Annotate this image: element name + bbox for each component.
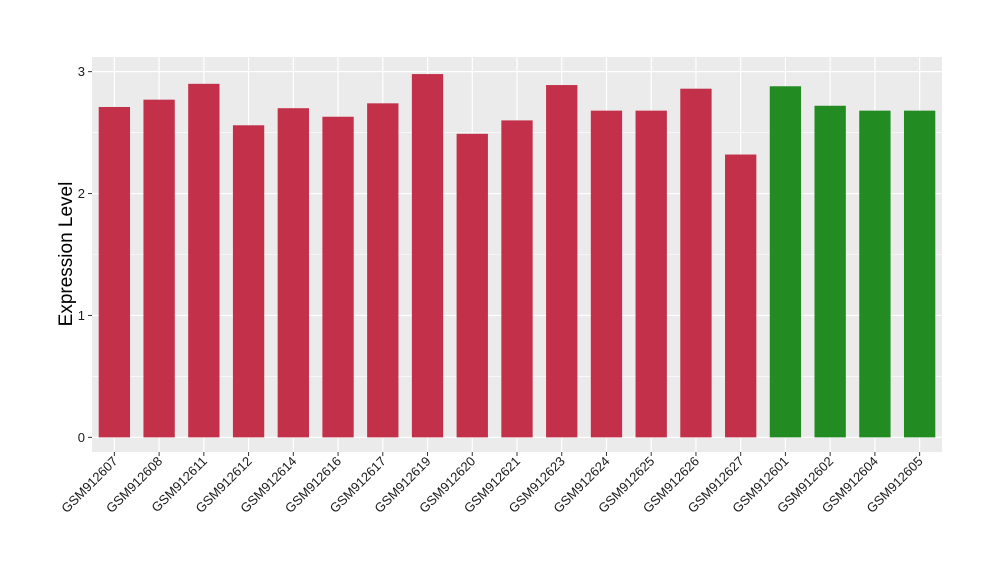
x-axis: GSM912607GSM912608GSM912611GSM912612GSM9…	[58, 452, 926, 516]
bar-GSM912602	[814, 105, 846, 438]
bar-GSM912607	[98, 106, 131, 438]
bars	[98, 74, 936, 438]
bar-GSM912624	[590, 110, 623, 438]
y-axis-title: Expression Level	[56, 182, 77, 327]
bar-GSM912616	[322, 116, 354, 438]
y-tick-label: 1	[78, 308, 85, 323]
bar-GSM912604	[859, 110, 891, 438]
bar-GSM912619	[411, 74, 444, 438]
y-tick-label: 0	[78, 430, 85, 445]
bar-GSM912601	[769, 86, 802, 438]
bar-GSM912617	[367, 103, 399, 438]
bar-GSM912626	[680, 88, 712, 438]
y-axis: 0 1 2 3	[78, 64, 92, 445]
bar-GSM912627	[725, 154, 757, 438]
bar-GSM912611	[188, 83, 220, 438]
bar-GSM912614	[277, 108, 309, 438]
bar-GSM912612	[232, 125, 265, 438]
y-tick-label: 3	[78, 64, 85, 79]
y-tick-label: 2	[78, 186, 85, 201]
bar-GSM912625	[635, 110, 667, 438]
bar-GSM912623	[546, 85, 578, 438]
bar-GSM912620	[456, 133, 488, 438]
bar-GSM912605	[903, 110, 936, 438]
bar-GSM912621	[501, 120, 533, 438]
bar-GSM912608	[143, 99, 175, 438]
